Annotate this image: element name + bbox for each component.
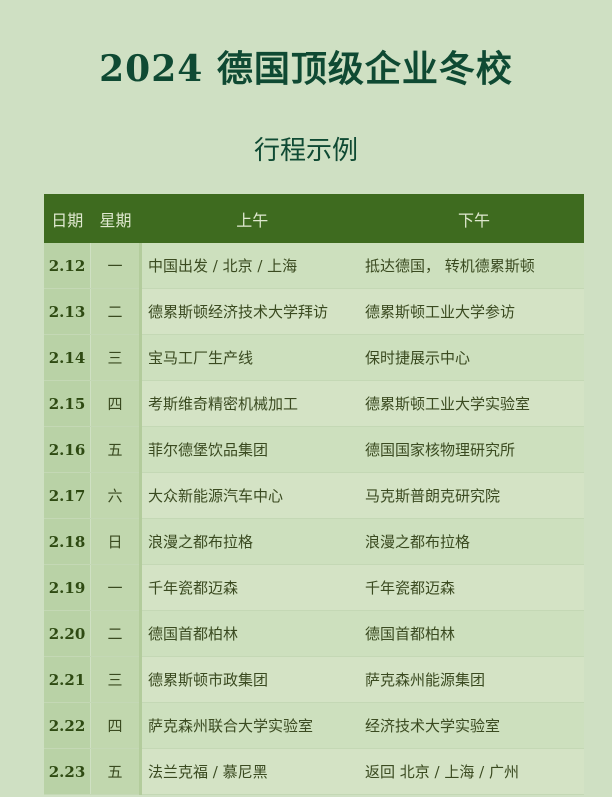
afternoon-cell: 经济技术大学实验室	[364, 702, 584, 749]
date-cell: 2.14	[44, 334, 91, 381]
table-row: 2.18 日浪漫之都布拉格 浪漫之都布拉格	[44, 518, 584, 565]
weekday-cell: 四	[90, 380, 142, 427]
afternoon-cell: 德国首都柏林	[364, 610, 584, 657]
table-row: 2.13 二德累斯顿经济技术大学拜访 德累斯顿工业大学参访	[44, 288, 584, 335]
table-row: 2.22 四萨克森州联合大学实验室 经济技术大学实验室	[44, 702, 584, 749]
weekday-cell: 六	[90, 472, 142, 519]
table-row: 2.15 四考斯维奇精密机械加工 德累斯顿工业大学实验室	[44, 380, 584, 427]
schedule-table: 日期 星期 上午 下午 2.12 一中国出发 / 北京 / 上海 抵达德国， 转机德…	[44, 194, 584, 795]
table-row: 2.17 六大众新能源汽车中心 马克斯普朗克研究院	[44, 472, 584, 519]
morning-cell: 德国首都柏林	[140, 610, 364, 657]
afternoon-cell: 德累斯顿工业大学参访	[364, 288, 584, 335]
morning-cell: 中国出发 / 北京 / 上海	[140, 243, 364, 289]
weekday-cell: 五	[90, 426, 142, 473]
morning-cell: 千年瓷都迈森	[140, 564, 364, 611]
afternoon-cell: 抵达德国， 转机德累斯顿	[364, 243, 584, 289]
date-cell: 2.16	[44, 426, 91, 473]
table-row: 2.20 二德国首都柏林 德国首都柏林	[44, 610, 584, 657]
afternoon-cell: 德累斯顿工业大学实验室	[364, 380, 584, 427]
page-subtitle: 行程示例	[253, 136, 358, 166]
table-header: 日期 星期 上午 下午	[44, 194, 584, 243]
morning-cell: 大众新能源汽车中心	[140, 472, 364, 519]
weekday-cell: 二	[90, 610, 142, 657]
weekday-cell: 一	[90, 564, 142, 611]
header-weekday: 星期	[90, 194, 141, 243]
afternoon-cell: 德国国家核物理研究所	[364, 426, 584, 473]
header-afternoon: 下午	[364, 194, 584, 243]
morning-cell: 德累斯顿市政集团	[140, 656, 364, 703]
afternoon-cell: 保时捷展示中心	[364, 334, 584, 381]
date-cell: 2.19	[44, 564, 91, 611]
page-title: 2024 德国顶级企业冬校	[99, 48, 513, 90]
afternoon-cell: 马克斯普朗克研究院	[364, 472, 584, 519]
morning-cell: 考斯维奇精密机械加工	[140, 380, 364, 427]
date-cell: 2.20	[44, 610, 91, 657]
weekday-cell: 二	[90, 288, 142, 335]
date-cell: 2.22	[44, 702, 91, 749]
date-cell: 2.18	[44, 518, 91, 565]
date-cell: 2.13	[44, 288, 91, 335]
date-cell: 2.23	[44, 748, 91, 795]
weekday-cell: 四	[90, 702, 142, 749]
table-row: 2.14 三宝马工厂生产线 保时捷展示中心	[44, 334, 584, 381]
weekday-cell: 日	[90, 518, 142, 565]
morning-cell: 菲尔德堡饮品集团	[140, 426, 364, 473]
date-cell: 2.21	[44, 656, 91, 703]
afternoon-cell: 返回 北京 / 上海 / 广州	[364, 748, 584, 795]
morning-cell: 浪漫之都布拉格	[140, 518, 364, 565]
date-cell: 2.17	[44, 472, 91, 519]
morning-cell: 宝马工厂生产线	[140, 334, 364, 381]
afternoon-cell: 千年瓷都迈森	[364, 564, 584, 611]
table-row: 2.21 三德累斯顿市政集团 萨克森州能源集团	[44, 656, 584, 703]
table-row: 2.23 五法兰克福 / 慕尼黑 返回 北京 / 上海 / 广州	[44, 748, 584, 795]
weekday-cell: 三	[90, 334, 142, 381]
weekday-cell: 一	[90, 243, 142, 289]
date-cell: 2.15	[44, 380, 91, 427]
header-date: 日期	[44, 194, 91, 243]
table-row: 2.16 五菲尔德堡饮品集团 德国国家核物理研究所	[44, 426, 584, 473]
morning-cell: 萨克森州联合大学实验室	[140, 702, 364, 749]
afternoon-cell: 浪漫之都布拉格	[364, 518, 584, 565]
morning-cell: 法兰克福 / 慕尼黑	[140, 748, 364, 795]
weekday-cell: 五	[90, 748, 142, 795]
weekday-cell: 三	[90, 656, 142, 703]
table-row: 2.12 一中国出发 / 北京 / 上海 抵达德国， 转机德累斯顿	[44, 243, 584, 289]
afternoon-cell: 萨克森州能源集团	[364, 656, 584, 703]
header-morning: 上午	[140, 194, 364, 243]
morning-cell: 德累斯顿经济技术大学拜访	[140, 288, 364, 335]
table-row: 2.19 一千年瓷都迈森 千年瓷都迈森	[44, 564, 584, 611]
date-cell: 2.12	[44, 243, 91, 289]
